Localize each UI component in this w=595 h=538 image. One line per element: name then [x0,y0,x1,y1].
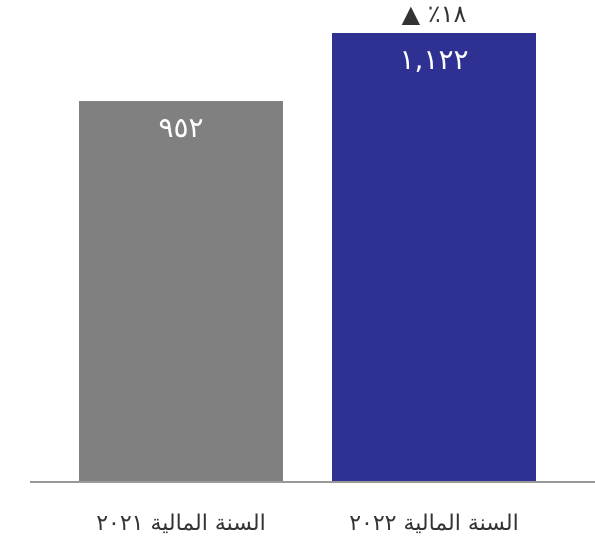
bar-1 [79,101,283,482]
bar-value-label-1: ٩٥٢ [158,111,203,144]
bars-group: ٩٥٢ السنة المالية ٢٠٢١ ١,١٢٢ السنة المالية … [79,33,536,536]
category-label-2: السنة المالية ٢٠٢٢ [349,511,519,536]
bar-2 [332,33,536,482]
bar-value-label-2: ١,١٢٢ [399,43,468,76]
category-label-1: السنة المالية ٢٠٢١ [96,511,266,536]
growth-annotation: ▲ ٪١٨ [402,0,467,28]
